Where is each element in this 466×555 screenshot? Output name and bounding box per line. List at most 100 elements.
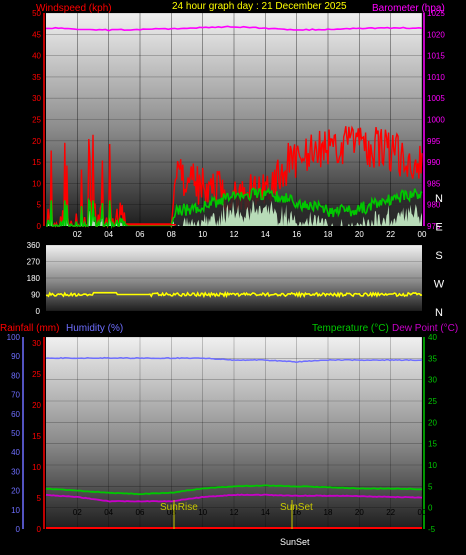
x-tick-label: 02 <box>73 230 82 239</box>
compass-label: E <box>435 222 442 234</box>
rain-tick-label: 0 <box>37 525 42 534</box>
hum-tick-label: 80 <box>11 371 20 380</box>
x-tick-label: 18 <box>324 508 333 517</box>
x-tick-label: 14 <box>261 508 270 517</box>
dew-point-line <box>45 493 423 503</box>
sunrise-label: SunRise <box>160 502 198 513</box>
rain-tick-label: 20 <box>32 401 41 410</box>
wind-tick-label: 0 <box>37 222 42 231</box>
x-tick-label: 06 <box>136 508 145 517</box>
baro-tick-label: 1020 <box>427 30 445 39</box>
temp-tick-label: 35 <box>428 354 437 363</box>
dir-tick-label: 0 <box>36 307 41 316</box>
baro-tick-label: 1025 <box>427 9 445 18</box>
baro-tick-label: 975 <box>427 222 441 231</box>
baro-tick-label: 985 <box>427 179 441 188</box>
wind-direction-line <box>45 290 423 299</box>
temp-tick-label: 25 <box>428 397 437 406</box>
x-tick-label: 20 <box>355 508 364 517</box>
baro-tick-label: 1015 <box>427 52 445 61</box>
rain-tick-label: 15 <box>32 432 41 441</box>
compass-label: W <box>434 279 445 291</box>
direction-panel <box>46 245 422 311</box>
x-tick-label: 16 <box>292 508 301 517</box>
hum-tick-label: 70 <box>11 391 20 400</box>
wind-low-area <box>46 199 422 226</box>
rain-axis-title: Rainfall (mm) <box>0 323 59 334</box>
rain-tick-label: 25 <box>32 370 41 379</box>
x-tick-label: 20 <box>355 230 364 239</box>
wind-tick-label: 20 <box>32 137 41 146</box>
temp-tick-label: 15 <box>428 440 437 449</box>
x-tick-label: 04 <box>104 508 113 517</box>
dir-tick-label: 90 <box>31 291 40 300</box>
wind-avg-area <box>46 188 422 226</box>
dir-tick-label: 270 <box>27 258 41 267</box>
baro-tick-label: 1010 <box>427 73 445 82</box>
temp-tick-label: 0 <box>428 504 433 513</box>
compass-label: N <box>435 307 443 319</box>
x-tick-label: 10 <box>198 230 207 239</box>
wind-axis-title: Windspeed (kph) <box>36 3 112 14</box>
baro-tick-label: 990 <box>427 158 441 167</box>
baro-tick-label: 1005 <box>427 94 445 103</box>
temp-tick-label: 10 <box>428 461 437 470</box>
hum-tick-label: 50 <box>11 429 20 438</box>
x-tick-label: 00 <box>418 230 427 239</box>
wind-tick-label: 15 <box>32 158 41 167</box>
x-tick-label: 08 <box>167 230 176 239</box>
x-tick-label: 08 <box>167 508 176 517</box>
dir-tick-label: 180 <box>27 274 41 283</box>
temperature-line <box>45 484 423 496</box>
hum-tick-label: 20 <box>11 487 20 496</box>
baro-tick-label: 980 <box>427 201 441 210</box>
hum-tick-label: 90 <box>11 352 20 361</box>
hum-tick-label: 30 <box>11 467 20 476</box>
rain-tick-label: 5 <box>37 494 42 503</box>
x-tick-label: 04 <box>104 230 113 239</box>
rain-tick-label: 10 <box>32 463 41 472</box>
x-tick-label: 10 <box>198 508 207 517</box>
x-tick-label: 22 <box>386 230 395 239</box>
chart-title: 24 hour graph day : 21 December 2025 <box>172 1 347 12</box>
barometer-line <box>46 25 423 32</box>
humidity-line <box>45 356 423 363</box>
hum-tick-label: 100 <box>7 333 21 342</box>
hum-tick-label: 60 <box>11 410 20 419</box>
wind-tick-label: 40 <box>32 52 41 61</box>
wind-tick-label: 30 <box>32 94 41 103</box>
x-tick-label: 02 <box>73 508 82 517</box>
hum-tick-label: 40 <box>11 448 20 457</box>
x-tick-label: 14 <box>261 230 270 239</box>
wind-tick-label: 5 <box>37 201 42 210</box>
x-tick-label: 16 <box>292 230 301 239</box>
temp-tick-label: 5 <box>428 482 433 491</box>
temp-tick-label: -5 <box>428 525 436 534</box>
wind-tick-label: 35 <box>32 73 41 82</box>
compass-label: N <box>435 193 443 205</box>
dew-axis-title: Dew Point (°C) <box>392 323 458 334</box>
x-tick-label: 00 <box>418 508 427 517</box>
temp-axis-title: Temperature (°C) <box>312 323 389 334</box>
x-tick-label: 18 <box>324 230 333 239</box>
rain-tick-label: 30 <box>32 339 41 348</box>
wind-tick-label: 25 <box>32 116 41 125</box>
wind-tick-label: 10 <box>32 179 41 188</box>
wind-tick-label: 45 <box>32 30 41 39</box>
sunset-label: SunSet <box>280 502 313 513</box>
hum-tick-label: 0 <box>16 525 21 534</box>
dir-tick-label: 360 <box>27 241 41 250</box>
baro-tick-label: 995 <box>427 137 441 146</box>
sunset-bottom-label: SunSet <box>280 537 310 547</box>
wind-avg-line <box>46 187 423 230</box>
hum-tick-label: 10 <box>11 506 20 515</box>
baro-tick-label: 1000 <box>427 116 445 125</box>
temp-tick-label: 20 <box>428 418 437 427</box>
baro-axis-title: Barometer (hpa) <box>372 3 445 14</box>
x-tick-label: 12 <box>230 508 239 517</box>
x-tick-label: 22 <box>386 508 395 517</box>
compass-label: S <box>435 250 442 262</box>
temp-tick-label: 40 <box>428 333 437 342</box>
hum-axis-title: Humidity (%) <box>66 323 123 334</box>
